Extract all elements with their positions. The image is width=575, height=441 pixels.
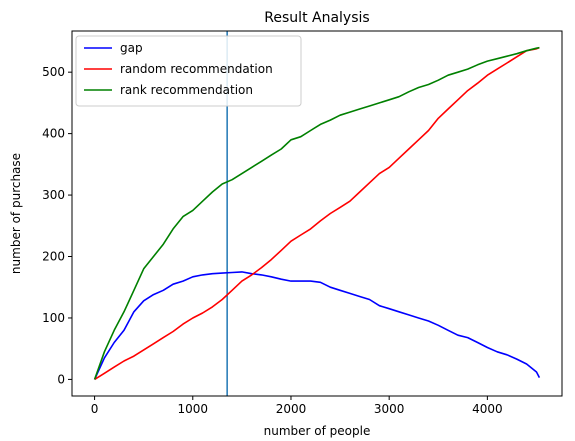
x-tick-label: 4000 (472, 402, 503, 416)
chart-title: Result Analysis (264, 10, 369, 26)
x-tick-label: 1000 (178, 402, 209, 416)
series-line-rank-recommendation (93, 46, 540, 380)
legend-label: rank recommendation (120, 83, 253, 97)
x-tick-label: 3000 (374, 402, 405, 416)
y-tick-label: 0 (57, 372, 65, 386)
axis-ticks: 0 1000 2000 3000 4000 0 100 200 300 400 500 (42, 65, 503, 416)
y-axis-label: number of purchase (9, 153, 23, 274)
x-axis-label: number of people (264, 424, 371, 438)
x-tick-label: 0 (91, 402, 99, 416)
y-tick-label: 200 (42, 250, 65, 264)
legend-label: gap (120, 41, 143, 55)
legend-label: random recommendation (120, 62, 273, 76)
plot-area (93, 31, 541, 396)
y-tick-label: 500 (42, 65, 65, 79)
legend: gap random recommendation rank recommendat… (75, 35, 302, 107)
plot-frame (71, 30, 563, 397)
y-tick-label: 400 (42, 127, 65, 141)
series-line-random-recommendation (94, 46, 540, 381)
legend-box (75, 35, 302, 107)
series-line-gap (93, 271, 541, 380)
x-tick-label: 2000 (276, 402, 307, 416)
y-tick-label: 300 (42, 188, 65, 202)
y-tick-label: 100 (42, 311, 65, 325)
